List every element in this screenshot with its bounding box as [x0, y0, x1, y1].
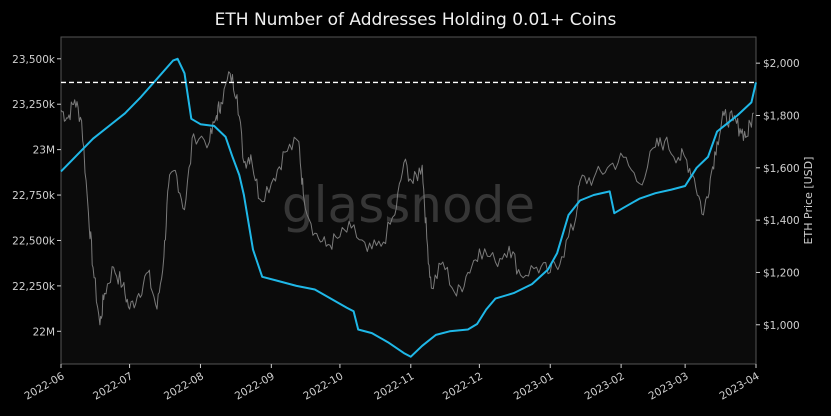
- x-tick-label: 2022-09: [233, 370, 277, 402]
- chart-title: ETH Number of Addresses Holding 0.01+ Co…: [214, 10, 617, 30]
- x-tick-label: 2023-01: [512, 370, 556, 402]
- x-tick-label: 2022-08: [162, 370, 206, 402]
- x-tick-label: 2023-02: [583, 370, 627, 402]
- y-left-tick-label: 22,750k: [12, 190, 56, 202]
- x-tick-label: 2023-03: [647, 370, 691, 402]
- x-tick-label: 2022-12: [441, 370, 485, 402]
- y-right-axis-label: ETH Price [USD]: [802, 157, 815, 245]
- addresses-line: [60, 57, 757, 358]
- x-tick-label: 2022-06: [23, 370, 67, 402]
- y-left-tick-label: 22M: [33, 326, 55, 338]
- y-right-tick-label: $2,000: [763, 58, 800, 70]
- x-tick-label: 2023-04: [718, 370, 762, 402]
- y-left-tick-label: 23,500k: [12, 54, 56, 66]
- y-left-tick-label: 22,500k: [12, 235, 56, 247]
- y-left-tick-label: 23M: [33, 145, 55, 157]
- y-right-tick-label: $1,000: [763, 320, 800, 332]
- y-left-tick-label: 22,250k: [12, 281, 56, 293]
- eth-price-line: [60, 71, 754, 326]
- y-right-tick-label: $1,400: [763, 215, 800, 227]
- y-right-tick-label: $1,200: [763, 267, 800, 279]
- x-tick-label: 2022-11: [372, 370, 416, 402]
- y-right-tick-label: $1,600: [763, 163, 800, 175]
- watermark: glassnode: [282, 176, 535, 234]
- x-tick-label: 2022-10: [301, 370, 345, 402]
- plot-frame: [60, 36, 757, 365]
- x-tick-label: 2022-07: [91, 370, 135, 402]
- y-right-tick-label: $1,800: [763, 110, 800, 122]
- y-left-tick-label: 23,250k: [12, 99, 56, 111]
